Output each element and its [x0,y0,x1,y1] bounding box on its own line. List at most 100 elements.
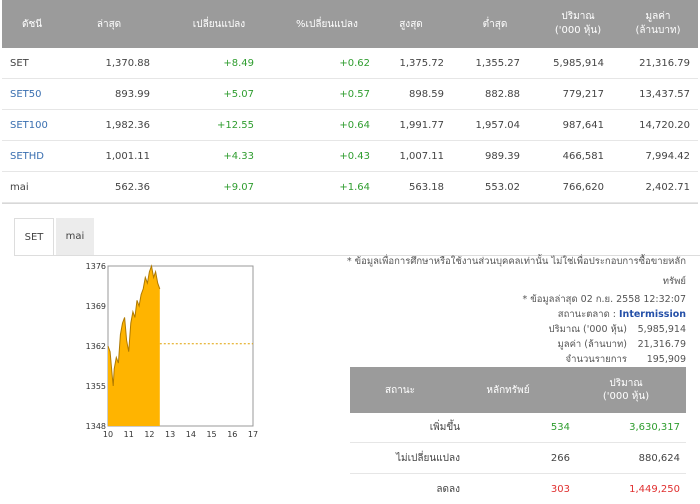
summary-value-label: มูลค่า (ล้านบาท) [557,339,627,350]
market-status-value: Intermission [619,309,686,320]
index-low: 1,957.04 [475,120,520,131]
index-change: +4.33 [223,151,254,162]
header-value-line2: (ล้านบาท) [635,25,681,36]
header-value-line1: มูลค่า [645,11,671,22]
index-change: +5.07 [223,89,254,100]
index-pct-change: +0.43 [339,151,370,162]
index-volume: 766,620 [562,182,604,193]
status-row-unchanged: ไม่เปลี่ยนแปลง 266 880,624 [350,444,686,474]
status-label: เพิ่มขึ้น [429,422,460,433]
last-updated: * ข้อมูลล่าสุด 02 ก.ย. 2558 12:32:07 [522,294,686,305]
summary-trades-value: 195,909 [646,354,686,365]
index-volume: 779,217 [562,89,604,100]
index-value: 13,437.57 [639,89,690,100]
index-volume: 466,581 [562,151,604,162]
header-low[interactable]: ต่ำสุด [482,18,508,30]
index-change: +8.49 [223,58,254,69]
table-row: SETHD 1,001.11 +4.33 +0.43 1,007.11 989.… [2,141,698,172]
chart-x-tick-label: 14 [186,430,196,438]
tab-mai[interactable]: mai [56,218,94,256]
status-securities: 534 [550,422,570,433]
chart-x-tick-label: 15 [206,430,216,438]
chart-y-tick-label: 1348 [86,422,106,431]
index-last: 893.99 [115,89,150,100]
disclaimer-line1: * ข้อมูลเพื่อการศึกษาหรือใช้งานส่วนบุคคล… [346,256,686,267]
header-status-volume-line1: ปริมาณ [609,378,643,389]
index-value: 7,994.42 [645,151,690,162]
summary-value-value: 21,316.79 [637,339,686,350]
status-row-down: ลดลง 303 1,449,250 [350,475,686,504]
index-high: 1,991.77 [399,120,444,131]
header-value[interactable]: มูลค่า (ล้านบาท) [618,0,698,48]
header-high[interactable]: สูงสุด [399,18,423,30]
summary-trades: จำนวนรายการ 195,909 [566,352,686,367]
header-change[interactable]: เปลี่ยนแปลง [192,18,246,30]
index-change: +9.07 [223,182,254,193]
index-value: 14,720.20 [639,120,690,131]
summary-volume: ปริมาณ ('000 หุ้น) 5,985,914 [548,322,686,337]
chart-line [107,264,161,387]
table-row: SET50 893.99 +5.07 +0.57 898.59 882.88 7… [2,79,698,110]
index-high: 563.18 [409,182,444,193]
index-last: 1,370.88 [105,58,150,69]
summary-volume-label: ปริมาณ ('000 หุ้น) [548,324,627,335]
index-pct-change: +0.62 [339,58,370,69]
tabs-divider [14,255,700,256]
status-label: ลดลง [436,484,460,495]
chart-y-tick-label: 1369 [86,302,106,311]
set-intraday-chart: 1348 1355 1362 1369 1376 10 11 12 13 14 15 16 17 [86,262,258,438]
header-pct-change[interactable]: %เปลี่ยนแปลง [296,18,358,30]
tab-set[interactable]: SET [14,218,54,256]
chart-area [108,266,160,426]
chart-x-tick-label: 11 [124,430,134,438]
header-volume[interactable]: ปริมาณ ('000 หุ้น) [538,0,618,48]
status-volume: 3,630,317 [629,422,680,433]
chart-y-tick-label: 1376 [86,262,106,271]
index-volume: 987,641 [562,120,604,131]
chart-y-tick-label: 1362 [86,342,106,351]
index-name: SET [10,58,29,69]
header-status-volume[interactable]: ปริมาณ ('000 หุ้น) [566,367,686,413]
chart-x-tick-label: 16 [227,430,237,438]
index-last: 562.36 [115,182,150,193]
index-change: +12.55 [216,120,254,131]
header-index[interactable]: ดัชนี [22,18,43,30]
disclaimer-line2: ทรัพย์ [662,276,686,287]
index-last: 1,001.11 [105,151,150,162]
header-last[interactable]: ล่าสุด [96,18,122,30]
index-pct-change: +0.57 [339,89,370,100]
header-status[interactable]: สถานะ [385,384,415,396]
index-name-link[interactable]: SET50 [10,89,42,100]
index-high: 1,007.11 [399,151,444,162]
index-name-link[interactable]: SET100 [10,120,48,131]
status-table-header: สถานะ หลักทรัพย์ ปริมาณ ('000 หุ้น) [350,367,686,413]
market-status-label: สถานะตลาด : [557,309,616,320]
index-table-header: ดัชนี ล่าสุด เปลี่ยนแปลง %เปลี่ยนแปลง สู… [2,0,698,48]
chart-x-tick-label: 12 [144,430,154,438]
chart-x-tick-label: 10 [103,430,113,438]
table-divider [2,203,698,204]
table-row: mai 562.36 +9.07 +1.64 563.18 553.02 766… [2,172,698,203]
summary-value: มูลค่า (ล้านบาท) 21,316.79 [557,337,686,352]
header-securities[interactable]: หลักทรัพย์ [486,384,530,396]
index-volume: 5,985,914 [553,58,604,69]
status-volume: 1,449,250 [629,484,680,495]
index-name: mai [10,182,29,193]
index-low: 989.39 [485,151,520,162]
summary-trades-label: จำนวนรายการ [565,354,627,365]
summary-volume-value: 5,985,914 [637,324,686,335]
table-row: SET 1,370.88 +8.49 +0.62 1,375.72 1,355.… [2,48,698,79]
chart-x-tick-label: 17 [248,430,258,438]
index-pct-change: +1.64 [339,182,370,193]
status-label: ไม่เปลี่ยนแปลง [395,453,460,464]
index-value: 2,402.71 [645,182,690,193]
status-securities: 266 [550,453,570,464]
market-status: สถานะตลาด : Intermission [558,307,686,322]
index-low: 882.88 [485,89,520,100]
header-volume-line1: ปริมาณ [561,11,595,22]
index-value: 21,316.79 [639,58,690,69]
index-low: 1,355.27 [475,58,520,69]
status-row-up: เพิ่มขึ้น 534 3,630,317 [350,413,686,443]
index-name-link[interactable]: SETHD [10,151,44,162]
status-volume: 880,624 [638,453,680,464]
